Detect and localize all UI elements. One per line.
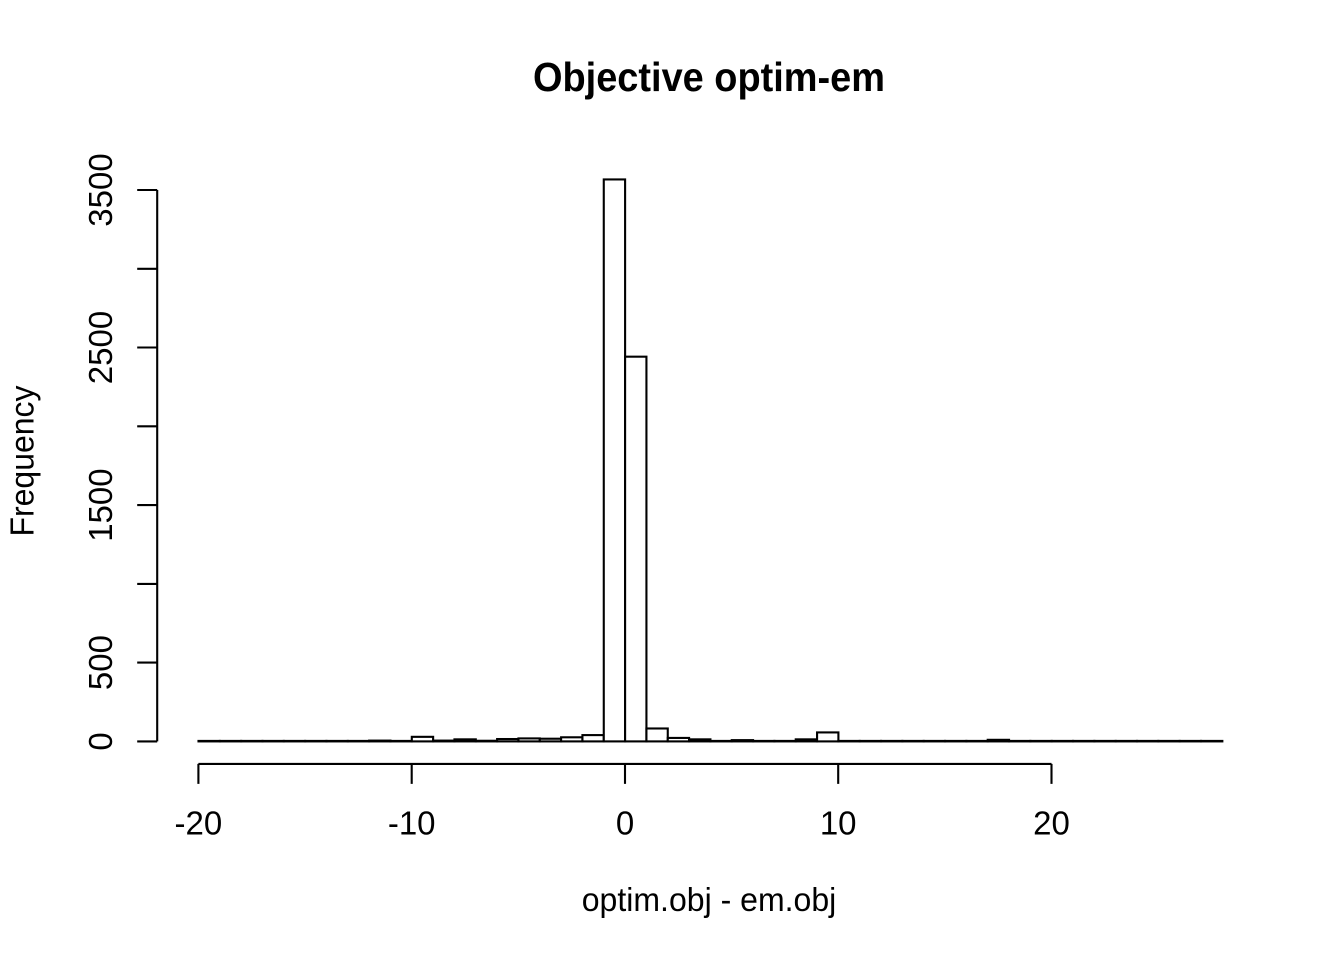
svg-text:optim.obj - em.obj: optim.obj - em.obj <box>582 881 837 918</box>
svg-text:500: 500 <box>82 635 119 690</box>
svg-text:3500: 3500 <box>82 153 119 226</box>
svg-text:10: 10 <box>820 805 857 842</box>
svg-text:-20: -20 <box>175 805 223 842</box>
svg-text:2500: 2500 <box>82 311 119 384</box>
svg-text:20: 20 <box>1033 805 1070 842</box>
svg-text:0: 0 <box>82 732 119 750</box>
svg-text:Objective optim-em: Objective optim-em <box>533 54 885 100</box>
svg-text:0: 0 <box>616 805 634 842</box>
svg-text:Frequency: Frequency <box>4 385 41 536</box>
svg-text:-10: -10 <box>388 805 436 842</box>
svg-text:1500: 1500 <box>82 468 119 541</box>
